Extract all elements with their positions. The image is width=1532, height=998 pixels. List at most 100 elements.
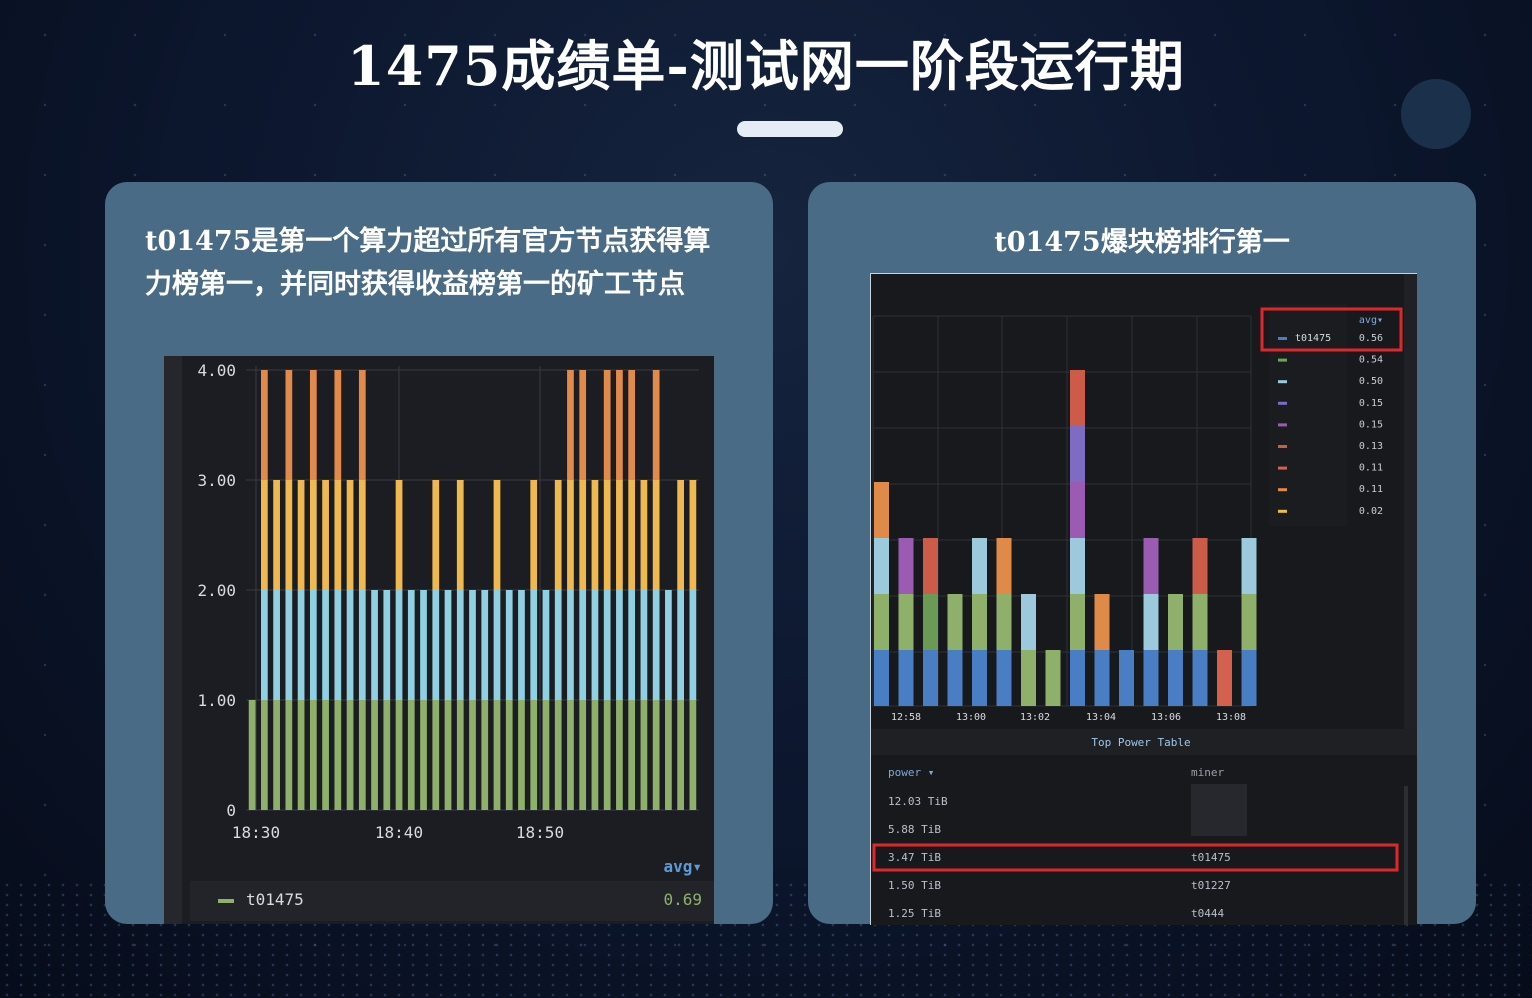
bar-segment	[923, 650, 938, 706]
bar-segment	[652, 700, 660, 810]
bar-segment	[554, 590, 562, 700]
bar-segment	[505, 590, 513, 700]
legend-swatch	[1278, 380, 1287, 384]
bar-segment	[1094, 594, 1110, 650]
legend-row-bg	[190, 881, 714, 921]
bar-segment	[322, 480, 329, 590]
legend-swatch	[1278, 488, 1287, 492]
bar-segment	[456, 700, 464, 810]
x-tick-label: 12:58	[891, 712, 921, 723]
x-tick-label: 13:08	[1216, 712, 1246, 723]
bar-segment	[285, 590, 293, 700]
bar-segment	[996, 538, 1012, 594]
bar-segment	[285, 480, 293, 590]
bar-segment	[1192, 650, 1208, 706]
bar-segment	[567, 700, 574, 810]
bar-segment	[371, 590, 378, 700]
bar-segment	[334, 700, 342, 810]
bar-segment	[1217, 650, 1232, 706]
legend-swatch	[1278, 401, 1287, 405]
bar-segment	[273, 480, 280, 590]
bar-segment	[972, 650, 987, 706]
bar-segment	[420, 700, 427, 810]
bar-segment	[898, 594, 914, 650]
bar-segment	[677, 590, 685, 700]
bar-segment	[518, 700, 525, 810]
bar-segment	[628, 480, 636, 590]
bar-segment	[628, 370, 636, 480]
bar-segment	[297, 590, 305, 700]
bar-segment	[530, 700, 538, 810]
legend-swatch	[1278, 337, 1287, 340]
bar-segment	[947, 594, 963, 650]
table-title: Top Power Table	[1091, 736, 1190, 749]
bar-segment	[346, 700, 354, 810]
bar-segment	[1070, 538, 1085, 594]
bar-segment	[505, 700, 513, 810]
bar-segment	[1070, 650, 1085, 706]
bar-segment	[273, 700, 280, 810]
bar-segment	[260, 700, 268, 810]
x-tick-label: 13:00	[956, 712, 986, 723]
bar-segment	[996, 650, 1012, 706]
legend-header: avg▾	[663, 857, 702, 876]
bar-segment	[432, 480, 440, 590]
bar-segment	[260, 480, 268, 590]
bar-segment	[383, 590, 391, 700]
bar-segment	[371, 700, 378, 810]
bar-segment	[616, 370, 623, 480]
chart-scrollbar-track	[1404, 274, 1417, 729]
bar-segment	[1070, 370, 1085, 426]
bar-segment	[407, 590, 415, 700]
bar-segment	[518, 590, 525, 700]
bar-segment	[898, 538, 914, 594]
bar-segment	[947, 650, 963, 706]
bar-segment	[395, 480, 403, 590]
y-tick-label: 2.00	[197, 581, 236, 600]
table-header-power: power ▾	[888, 766, 934, 779]
bar-segment	[898, 650, 914, 706]
legend-series-value: 0.50	[1359, 376, 1383, 387]
y-tick-label: 3.00	[197, 471, 236, 490]
bar-segment	[579, 370, 587, 480]
bar-segment	[628, 590, 636, 700]
bar-segment	[1094, 650, 1110, 706]
table-redacted-block	[1191, 784, 1247, 836]
bar-segment	[248, 700, 256, 810]
x-tick-label: 13:04	[1086, 712, 1116, 723]
bar-segment	[616, 590, 623, 700]
bar-segment	[297, 700, 305, 810]
bar-segment	[616, 700, 623, 810]
bar-segment	[481, 590, 489, 700]
bar-segment	[689, 480, 697, 590]
bar-segment	[567, 480, 574, 590]
bar-segment	[395, 700, 403, 810]
bar-segment	[677, 700, 685, 810]
bar-segment	[493, 480, 501, 590]
page-title: 1475成绩单-测试网一阶段运行期	[347, 34, 1185, 98]
bar-segment	[652, 590, 660, 700]
bar-segment	[322, 590, 329, 700]
left-chart-panel: 0 1.00 2.00 3.00 4.00 18:30 18:40 18:50 avg▾ t014…	[164, 356, 714, 924]
bar-segment	[1241, 594, 1257, 650]
bar-segment	[1168, 650, 1183, 706]
bar-segment	[309, 700, 317, 810]
table-cell-power: 1.25 TiB	[888, 907, 941, 920]
legend-swatch	[1278, 423, 1287, 427]
bar-segment	[1241, 650, 1257, 706]
table-cell-power: 12.03 TiB	[888, 795, 948, 808]
bar-segment	[346, 480, 354, 590]
bar-segment	[603, 480, 611, 590]
legend-series-value: 0.54	[1359, 355, 1383, 366]
y-tick-label: 4.00	[197, 361, 236, 380]
bar-segment	[469, 700, 476, 810]
bar-segment	[334, 480, 342, 590]
bar-segment	[579, 480, 587, 590]
bar-segment	[297, 480, 305, 590]
legend-series-value: 0.11	[1359, 484, 1383, 495]
left-card: t01475是第一个算力超过所有官方节点获得算力榜第一，并同时获得收益榜第一的矿…	[105, 182, 773, 924]
bar-segment	[395, 590, 403, 700]
bar-segment	[334, 590, 342, 700]
bar-segment	[996, 594, 1012, 650]
bar-segment	[665, 590, 672, 700]
